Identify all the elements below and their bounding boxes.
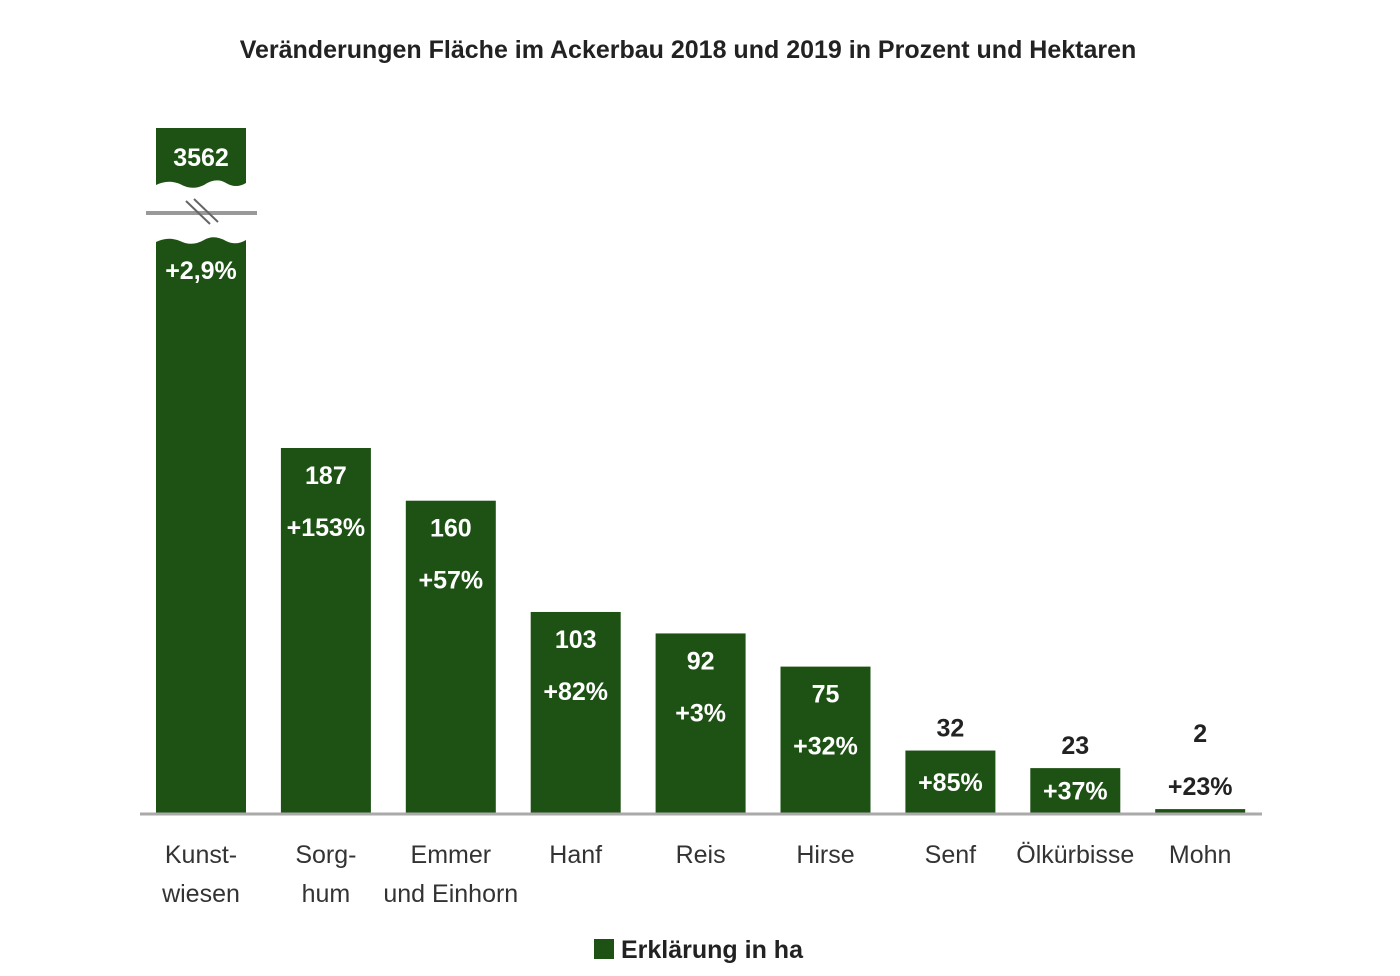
axis-break-mark [193, 198, 219, 223]
percent-label: +85% [918, 769, 983, 797]
category-label: hum [302, 880, 351, 908]
category-label: wiesen [161, 880, 240, 908]
category-label: Sorg- [295, 841, 356, 869]
chart-title: Veränderungen Fläche im Ackerbau 2018 un… [240, 36, 1137, 64]
legend-swatch [594, 939, 614, 959]
category-label: Reis [676, 841, 726, 869]
category-label: und Einhorn [383, 880, 518, 908]
bar [1030, 768, 1121, 813]
bar [405, 500, 496, 813]
axis-break-mark [185, 200, 211, 225]
percent-label: +57% [418, 567, 483, 595]
percent-label: +32% [793, 733, 858, 761]
bar [156, 237, 246, 813]
value-label: 3562 [173, 144, 229, 172]
percent-label: +2,9% [165, 257, 237, 285]
value-label: 23 [1061, 732, 1089, 760]
bar [655, 633, 746, 813]
category-label: Emmer [411, 841, 492, 869]
bar [1155, 809, 1246, 813]
category-label: Hanf [549, 841, 602, 869]
value-label: 187 [305, 462, 347, 490]
percent-label: +37% [1043, 778, 1108, 806]
category-label: Hirse [796, 841, 854, 869]
value-label: 32 [936, 715, 964, 743]
value-label: 103 [555, 626, 597, 654]
percent-label: +82% [543, 678, 608, 706]
percent-label: +153% [287, 514, 366, 542]
legend-label: Erklärung in ha [621, 936, 804, 964]
category-label: Mohn [1169, 841, 1232, 869]
percent-label: +23% [1168, 773, 1233, 801]
legend: Erklärung in ha [594, 936, 804, 964]
value-label: 160 [430, 515, 472, 543]
value-label: 92 [687, 647, 715, 675]
category-label: Senf [925, 841, 976, 869]
percent-label: +3% [675, 699, 726, 727]
value-label: 2 [1193, 720, 1207, 748]
category-label: Ölkürbisse [1016, 841, 1134, 869]
value-label: 75 [812, 681, 840, 709]
bar [156, 128, 246, 188]
bar [780, 666, 871, 813]
bar [905, 750, 996, 813]
bar [530, 611, 621, 813]
category-label: Kunst- [165, 841, 237, 869]
bar [280, 448, 371, 813]
